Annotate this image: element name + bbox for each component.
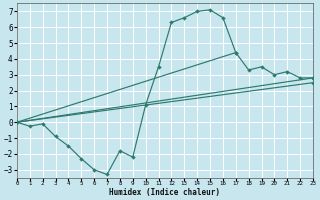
X-axis label: Humidex (Indice chaleur): Humidex (Indice chaleur) [109, 188, 220, 197]
